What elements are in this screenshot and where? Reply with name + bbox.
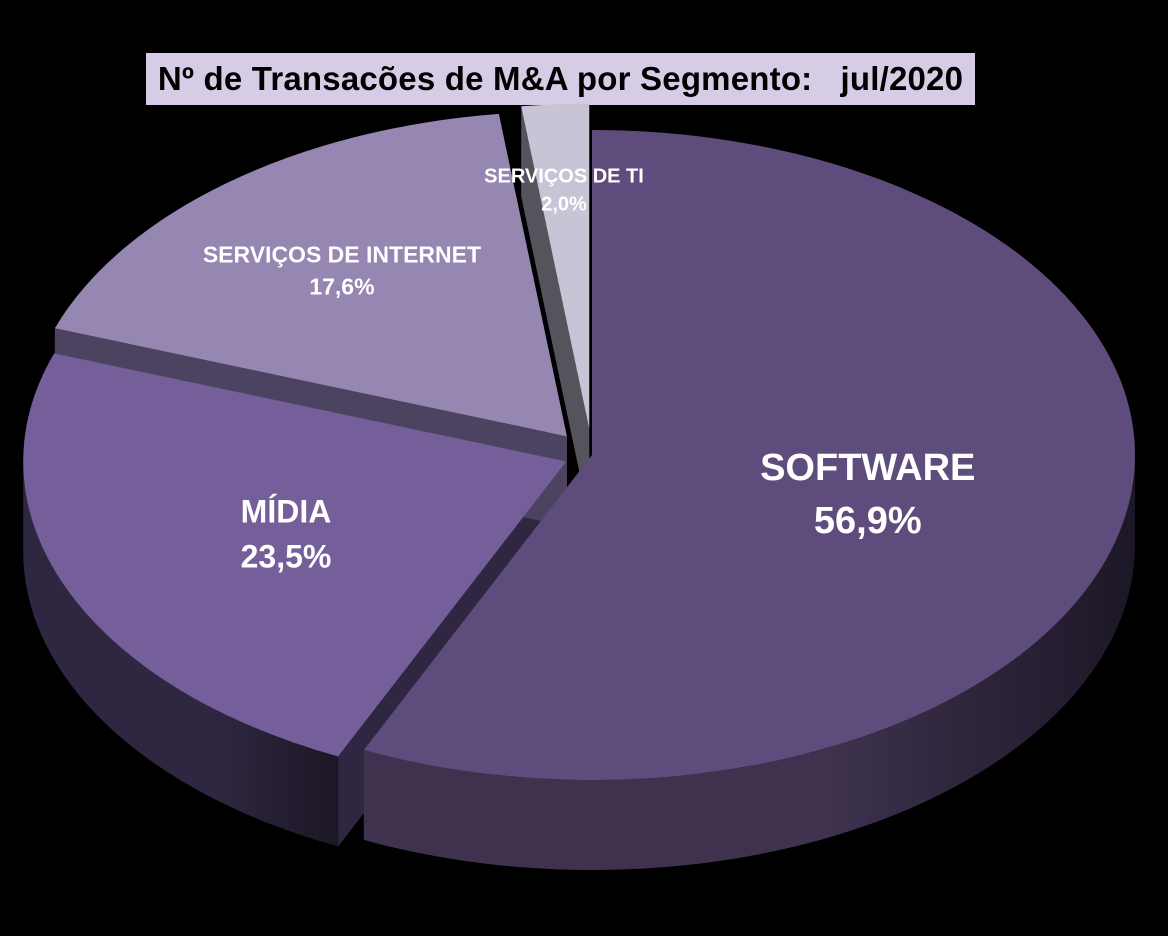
pie-slice (363, 130, 1136, 781)
pie-labels: SOFTWARE 56,9% MÍDIA 23,5% SERVIÇOS DE INTER… (203, 166, 976, 575)
slice-wall (521, 106, 590, 519)
slice-value-label: 23,5% (241, 538, 332, 574)
slice-value-label: 56,9% (814, 500, 922, 542)
pie-slice (23, 353, 567, 757)
pie-tops (23, 103, 1136, 781)
slice-name-label: SERVIÇOS DE INTERNET (203, 241, 481, 267)
chart-title-box: Nº de Transacões de M&A por Segmento: ju… (146, 53, 975, 105)
slice-name-label: MÍDIA (241, 494, 332, 530)
slice-side (23, 461, 339, 847)
slice-name-label: SERVIÇOS DE TI (484, 166, 644, 188)
slice-value-label: 17,6% (309, 274, 374, 300)
pie-slice (54, 113, 567, 437)
slice-side (363, 455, 1136, 871)
slice-name-label: SOFTWARE (760, 447, 975, 489)
slice-value-label: 2,0% (541, 194, 587, 216)
chart-title: Nº de Transacões de M&A por Segmento: ju… (157, 60, 964, 97)
pie-slice (521, 103, 590, 429)
